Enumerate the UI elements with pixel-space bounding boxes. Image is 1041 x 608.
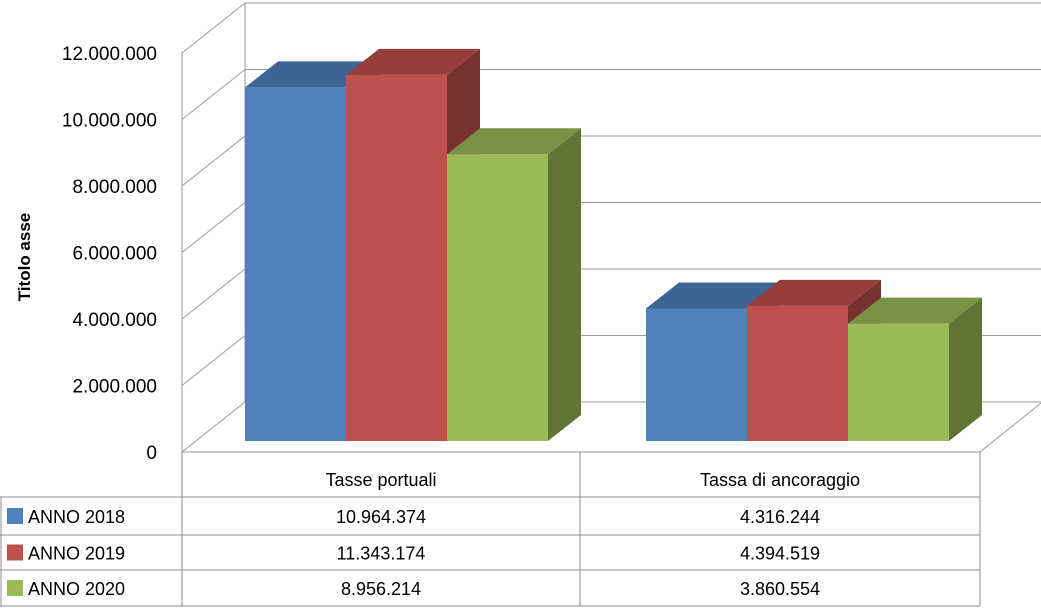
bar-front-face <box>646 308 747 441</box>
bar-top-face <box>346 48 480 75</box>
gridline-side <box>181 268 246 320</box>
bar-side-face <box>949 297 982 441</box>
bar-front-face <box>848 323 949 441</box>
data-label: 10.964.374 <box>336 507 426 527</box>
data-label: 4.394.519 <box>740 544 820 564</box>
category-label: Tasse portuali <box>325 470 436 490</box>
bar-top-face <box>848 297 982 324</box>
legend-key <box>7 544 23 561</box>
gridline-side <box>181 69 246 120</box>
legend-entry: ANNO 2018 <box>28 507 125 527</box>
y-axis-tick-labels: 0 2.000.000 4.000.000 6.000.000 8.000.000 10.… <box>62 44 157 464</box>
bar-top-face <box>747 279 881 306</box>
category-label: Tassa di ancoraggio <box>700 470 860 490</box>
legend-key <box>7 508 23 524</box>
y-tick-label: 0 <box>146 443 157 464</box>
y-tick-label: 2.000.000 <box>72 377 157 398</box>
y-tick-label: 12.000.000 <box>62 44 157 65</box>
bars <box>245 48 982 442</box>
data-label: 8.956.214 <box>341 579 421 599</box>
gridline-side <box>181 401 246 453</box>
legend-entry: ANNO 2020 <box>28 579 125 599</box>
bar-top-face <box>245 61 379 88</box>
y-tick-label: 6.000.000 <box>72 244 157 265</box>
bar <box>447 128 581 442</box>
data-table: Tasse portuali Tassa di ancoraggio ANNO 20… <box>0 452 981 607</box>
gridline-side <box>181 135 246 187</box>
data-label: 11.343.174 <box>337 544 426 564</box>
legend-key <box>7 580 23 596</box>
y-axis-title: Titolo asse <box>15 213 34 302</box>
legend-entry: ANNO 2019 <box>28 544 125 564</box>
bar-front-face <box>747 305 848 441</box>
gridline-side <box>181 335 246 386</box>
floor-right-edge <box>979 402 1041 453</box>
y-tick-label: 10.000.000 <box>62 111 157 132</box>
bar-top-face <box>447 128 581 155</box>
data-label: 3.860.554 <box>740 579 820 599</box>
bar-front-face <box>447 154 548 442</box>
bar-front-face <box>245 87 346 441</box>
y-tick-label: 4.000.000 <box>72 310 157 331</box>
data-label: 4.316.244 <box>740 507 820 527</box>
gridline-side <box>181 2 246 54</box>
gridline-side <box>181 202 246 253</box>
bar-top-face <box>646 282 780 309</box>
bar-front-face <box>346 74 447 441</box>
bar <box>848 297 982 441</box>
bar-side-face <box>548 128 581 442</box>
y-tick-label: 8.000.000 <box>72 177 157 198</box>
